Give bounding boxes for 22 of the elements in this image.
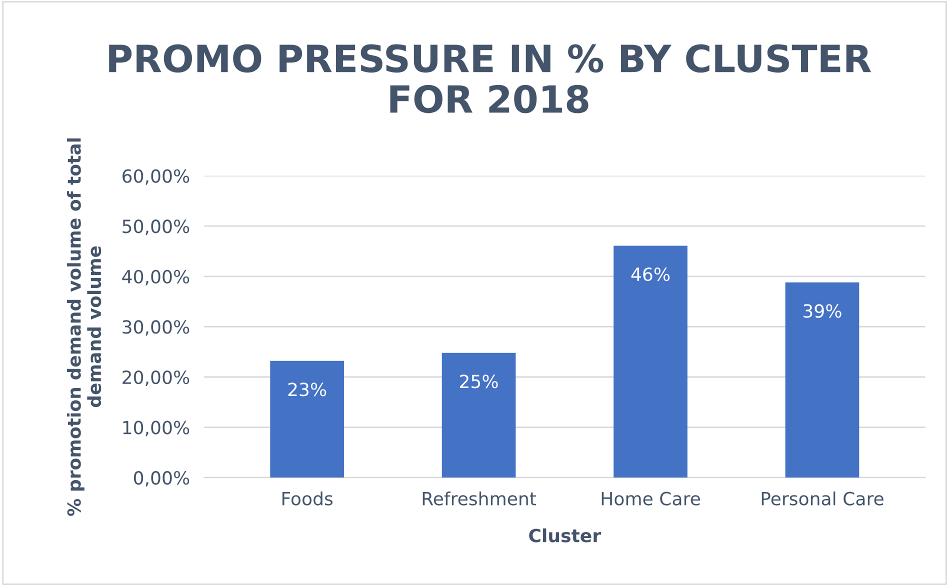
y-tick-label: 30,00% [122, 320, 190, 336]
bar [270, 360, 344, 478]
chart-title: PROMO PRESSURE IN % BY CLUSTER FOR 2018 [109, 44, 872, 114]
y-tick-label: 0,00% [134, 471, 190, 487]
x-axis-title: Cluster [529, 528, 602, 542]
data-label: 46% [631, 267, 670, 282]
bar [614, 246, 688, 478]
x-tick-label: Home Care [602, 492, 700, 506]
y-tick-label: 20,00% [122, 370, 190, 386]
data-label: 39% [804, 304, 842, 318]
x-tick-label: Personal Care [762, 491, 884, 506]
data-label: 23% [288, 382, 326, 396]
x-tick-label: Foods [282, 491, 333, 506]
y-axis-title: % promotion demand volume of total demand volume [66, 138, 102, 516]
bar [442, 352, 516, 478]
bar [785, 282, 860, 478]
y-tick-label: 40,00% [122, 270, 190, 286]
x-tick-label: Refreshment [422, 491, 536, 506]
data-label: 25% [460, 374, 498, 388]
y-tick-label: 10,00% [123, 420, 190, 436]
y-tick-label: 60,00% [122, 169, 190, 185]
y-tick-label: 50,00% [122, 220, 190, 236]
